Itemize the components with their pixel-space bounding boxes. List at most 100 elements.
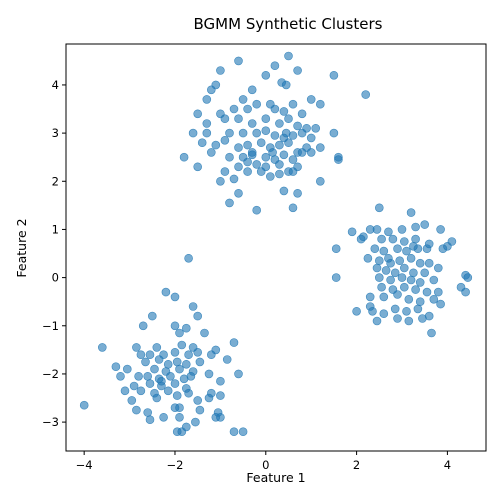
- data-point: [170, 347, 180, 357]
- data-point: [148, 311, 157, 321]
- data-point: [216, 66, 225, 75]
- data-point: [175, 403, 184, 413]
- data-point: [197, 138, 207, 147]
- data-point: [279, 186, 289, 196]
- data-point: [136, 350, 146, 360]
- data-point: [177, 427, 187, 437]
- data-point: [234, 56, 243, 66]
- data-point: [265, 172, 275, 181]
- data-point: [411, 222, 420, 232]
- data-point: [229, 427, 239, 437]
- data-point: [111, 362, 121, 372]
- data-point: [284, 138, 293, 147]
- data-point: [297, 148, 307, 157]
- data-point: [411, 234, 420, 244]
- data-point: [315, 99, 325, 109]
- data-point: [404, 316, 414, 326]
- data-point: [297, 128, 307, 138]
- data-point: [247, 85, 257, 95]
- data-point: [211, 140, 221, 150]
- data-point: [420, 220, 430, 229]
- data-point: [402, 246, 411, 256]
- y-tick-label: −1: [42, 319, 59, 333]
- data-point: [374, 273, 384, 282]
- data-point: [184, 350, 193, 360]
- data-point: [238, 427, 248, 437]
- data-point: [166, 371, 175, 381]
- y-tick-label: 1: [52, 222, 59, 236]
- data-point: [420, 268, 430, 278]
- data-point: [177, 340, 187, 350]
- data-point: [413, 304, 423, 314]
- data-point: [461, 287, 470, 297]
- data-point: [175, 364, 184, 374]
- data-point: [143, 371, 152, 381]
- data-point: [436, 299, 445, 309]
- data-point: [234, 189, 243, 198]
- data-point: [306, 148, 316, 157]
- data-point: [463, 273, 473, 282]
- data-point: [415, 258, 425, 268]
- data-point: [222, 355, 232, 364]
- data-point: [247, 148, 257, 157]
- data-point: [195, 405, 205, 415]
- data-point: [275, 160, 284, 169]
- data-point: [390, 304, 400, 314]
- data-point: [163, 359, 173, 369]
- y-tick-label: −3: [42, 415, 59, 429]
- data-point: [127, 396, 137, 405]
- data-point: [409, 268, 418, 278]
- data-point: [145, 379, 155, 388]
- data-point: [406, 275, 416, 285]
- data-point: [193, 396, 202, 405]
- data-point: [220, 136, 230, 145]
- data-point: [422, 244, 432, 253]
- data-point: [433, 263, 443, 273]
- data-point: [182, 359, 191, 369]
- y-tick-label: 0: [52, 271, 59, 285]
- data-point: [409, 242, 418, 251]
- data-point: [372, 263, 382, 273]
- data-point: [427, 328, 436, 338]
- data-point: [293, 66, 302, 75]
- data-point: [170, 379, 180, 388]
- data-point: [293, 121, 302, 131]
- data-point: [129, 381, 139, 391]
- data-point: [184, 388, 193, 398]
- data-point: [170, 321, 180, 331]
- data-point: [216, 391, 225, 400]
- data-point: [329, 128, 339, 138]
- data-point: [238, 128, 248, 138]
- y-axis-label: Feature 2: [14, 218, 29, 277]
- data-point: [275, 140, 284, 150]
- data-points: [79, 51, 473, 437]
- data-point: [424, 258, 434, 268]
- y-tick-label: 2: [52, 174, 59, 188]
- data-point: [188, 128, 198, 138]
- data-point: [379, 246, 389, 256]
- data-point: [216, 376, 225, 386]
- data-point: [261, 71, 271, 80]
- data-point: [406, 253, 416, 263]
- data-point: [270, 61, 280, 70]
- data-point: [172, 357, 182, 367]
- data-point: [306, 95, 316, 104]
- data-point: [179, 152, 189, 162]
- data-point: [234, 114, 243, 123]
- data-point: [252, 99, 262, 109]
- data-point: [207, 148, 216, 157]
- data-point: [207, 350, 216, 360]
- data-point: [331, 273, 341, 282]
- data-point: [377, 234, 386, 244]
- data-point: [152, 343, 162, 352]
- data-point: [363, 253, 373, 263]
- data-point: [393, 314, 402, 323]
- data-point: [386, 258, 395, 268]
- data-point: [202, 95, 212, 104]
- data-point: [132, 343, 141, 352]
- data-point: [284, 114, 293, 123]
- plot-frame: [65, 43, 487, 452]
- data-point: [175, 328, 184, 338]
- data-point: [193, 162, 202, 172]
